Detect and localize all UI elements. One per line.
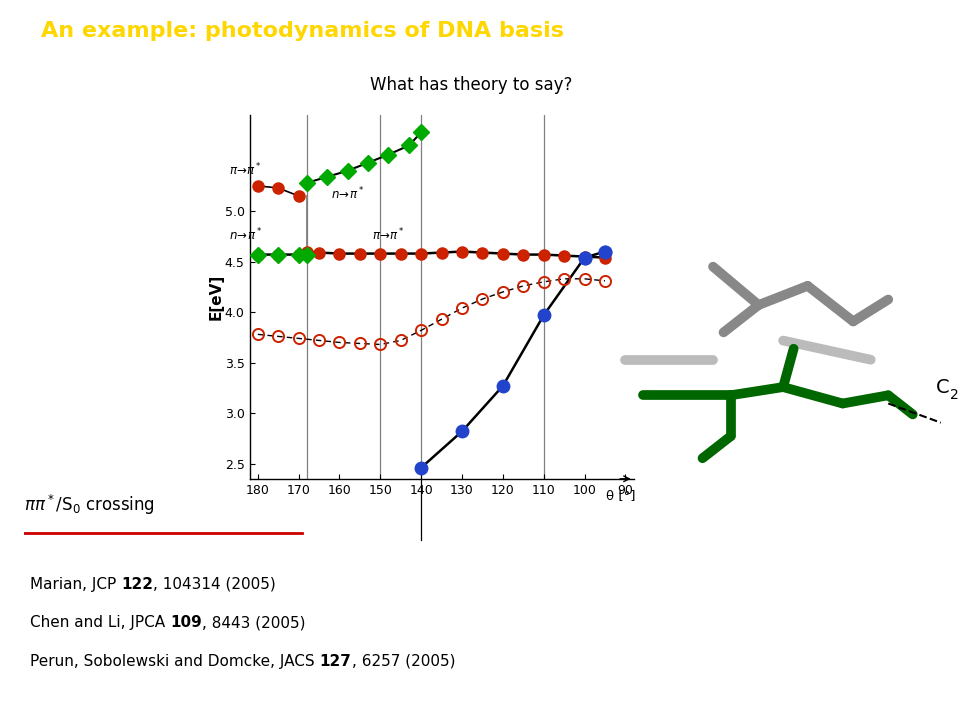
Text: Marian, JCP: Marian, JCP: [31, 577, 121, 592]
Text: Perun, Sobolewski and Domcke, JACS: Perun, Sobolewski and Domcke, JACS: [31, 654, 320, 669]
Text: $\pi\!\rightarrow\!\pi^*$: $\pi\!\rightarrow\!\pi^*$: [228, 161, 262, 178]
Text: 109: 109: [170, 616, 202, 630]
Text: $n\!\rightarrow\!\pi^*$: $n\!\rightarrow\!\pi^*$: [331, 186, 365, 202]
Text: θ [°]: θ [°]: [606, 489, 636, 502]
Text: $\pi\!\rightarrow\!\pi^*$: $\pi\!\rightarrow\!\pi^*$: [372, 227, 405, 243]
Text: , 6257 (2005): , 6257 (2005): [351, 654, 455, 669]
Text: An example: photodynamics of DNA basis: An example: photodynamics of DNA basis: [40, 21, 564, 40]
Text: 2: 2: [949, 388, 958, 402]
Text: , 104314 (2005): , 104314 (2005): [154, 577, 276, 592]
Text: 127: 127: [320, 654, 351, 669]
Y-axis label: E[eV]: E[eV]: [208, 274, 224, 320]
Text: $\pi\pi^*/\mathrm{S}_0$ crossing: $\pi\pi^*/\mathrm{S}_0$ crossing: [24, 492, 155, 517]
Text: $n\!\rightarrow\!\pi^*$: $n\!\rightarrow\!\pi^*$: [228, 227, 262, 243]
Text: What has theory to say?: What has theory to say?: [370, 76, 572, 94]
Text: 122: 122: [121, 577, 154, 592]
Text: Chen and Li, JPCA: Chen and Li, JPCA: [31, 616, 170, 630]
Text: , 8443 (2005): , 8443 (2005): [202, 616, 305, 630]
Text: C: C: [936, 377, 949, 397]
